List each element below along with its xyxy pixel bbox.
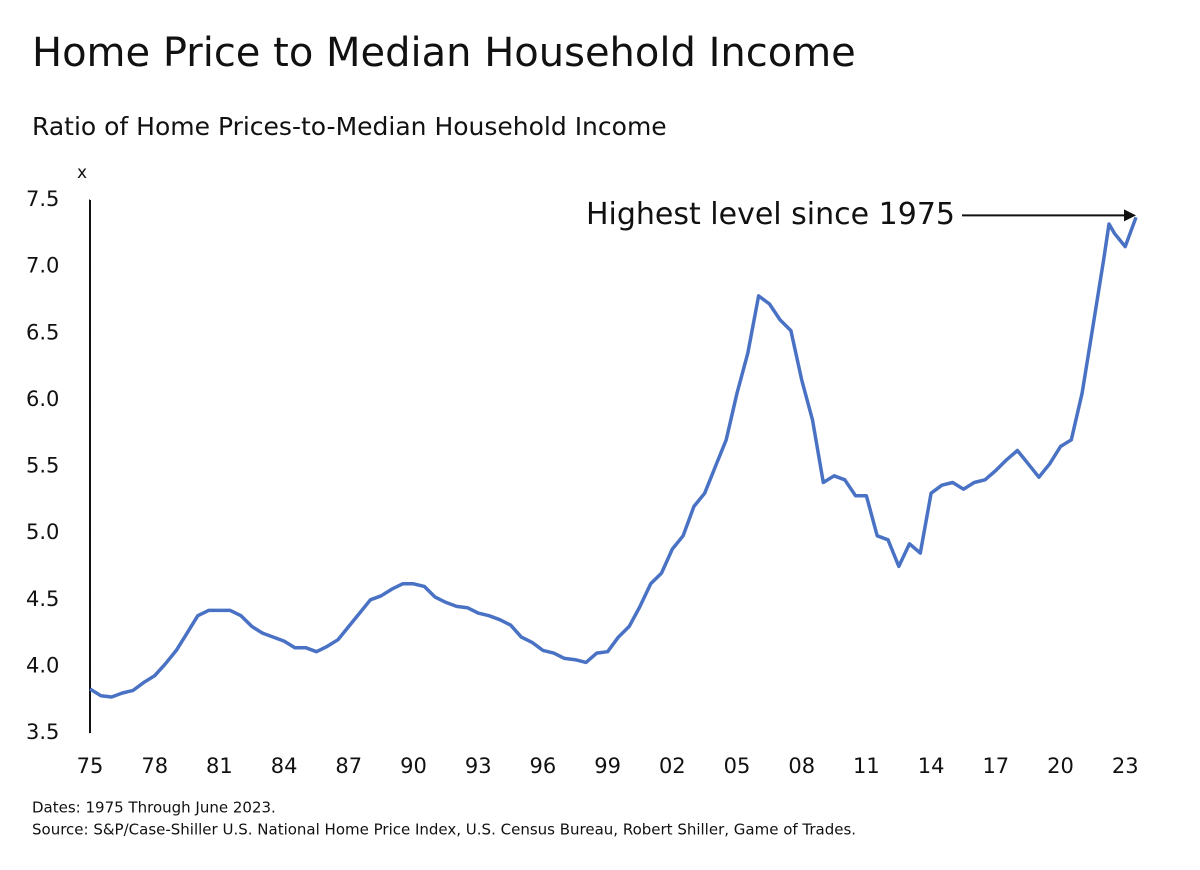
y-tick-label: 6.5 <box>26 320 59 344</box>
y-unit: x <box>77 163 87 183</box>
y-tick-label: 5.5 <box>26 454 59 478</box>
note: Dates: 1975 Through June 2023. <box>32 799 276 817</box>
x-tick-label: 08 <box>788 754 815 778</box>
x-tick-label: 75 <box>77 754 104 778</box>
x-tick-label: 84 <box>271 754 298 778</box>
x-tick-label: 90 <box>400 754 427 778</box>
annotation: Highest level since 1975 <box>586 197 955 232</box>
x-tick-label: 20 <box>1047 754 1074 778</box>
x-tick-label: 78 <box>141 754 168 778</box>
x-tick-label: 05 <box>724 754 751 778</box>
x-tick-label: 14 <box>918 754 945 778</box>
x-tick-label: 17 <box>982 754 1009 778</box>
y-tick-label: 4.0 <box>26 653 59 677</box>
y-tick-label: 5.0 <box>26 520 59 544</box>
y-tick-label: 6.0 <box>26 387 59 411</box>
y-tick-label: 4.5 <box>26 587 59 611</box>
x-tick-label: 96 <box>530 754 557 778</box>
x-tick-label: 87 <box>335 754 362 778</box>
annotation-arrowhead <box>1124 209 1136 222</box>
y-tick-label: 3.5 <box>26 720 59 744</box>
chart-subtitle: Ratio of Home Prices-to-Median Household… <box>32 112 667 141</box>
y-tick-label: 7.5 <box>26 187 59 211</box>
x-tick-label: 02 <box>659 754 686 778</box>
x-tick-label: 81 <box>206 754 233 778</box>
series-line <box>89 216 1138 699</box>
note: Source: S&P/Case-Shiller U.S. National H… <box>32 821 856 839</box>
x-tick-label: 11 <box>853 754 880 778</box>
x-tick-label: 93 <box>465 754 492 778</box>
x-tick-label: 99 <box>594 754 621 778</box>
x-tick-label: 23 <box>1112 754 1139 778</box>
y-tick-label: 7.0 <box>26 254 59 278</box>
chart-title: Home Price to Median Household Income <box>32 30 856 76</box>
